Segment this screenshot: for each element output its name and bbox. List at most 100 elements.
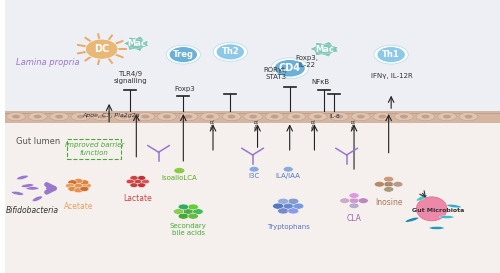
- Ellipse shape: [349, 203, 359, 209]
- Ellipse shape: [179, 112, 198, 121]
- Ellipse shape: [178, 213, 188, 219]
- Ellipse shape: [400, 115, 408, 118]
- Text: IFNγ, IL-12R: IFNγ, IL-12R: [372, 73, 413, 79]
- Ellipse shape: [174, 168, 185, 174]
- Ellipse shape: [374, 45, 408, 64]
- Ellipse shape: [374, 182, 384, 187]
- Ellipse shape: [114, 112, 133, 121]
- Text: NFκB: NFκB: [312, 79, 330, 85]
- Ellipse shape: [249, 115, 257, 118]
- Text: DC: DC: [94, 44, 110, 54]
- Text: Secondary
bile acids: Secondary bile acids: [170, 223, 206, 236]
- Ellipse shape: [249, 167, 259, 172]
- Text: Lamina propria: Lamina propria: [16, 58, 80, 67]
- Text: Inosine: Inosine: [375, 198, 402, 207]
- Ellipse shape: [184, 115, 192, 118]
- Ellipse shape: [74, 183, 83, 188]
- Ellipse shape: [278, 208, 288, 214]
- Ellipse shape: [308, 112, 327, 121]
- Ellipse shape: [288, 198, 298, 204]
- Ellipse shape: [6, 112, 26, 121]
- Ellipse shape: [192, 209, 203, 215]
- Ellipse shape: [357, 115, 365, 118]
- Text: Bifidobacteria: Bifidobacteria: [6, 206, 59, 215]
- Text: Foxp3: Foxp3: [174, 86, 195, 92]
- Ellipse shape: [188, 213, 198, 219]
- Ellipse shape: [55, 115, 63, 118]
- Ellipse shape: [384, 176, 394, 182]
- Ellipse shape: [200, 112, 220, 121]
- Text: IL-8: IL-8: [330, 114, 340, 119]
- Ellipse shape: [438, 112, 456, 121]
- Ellipse shape: [72, 112, 90, 121]
- FancyBboxPatch shape: [5, 121, 500, 273]
- Ellipse shape: [443, 115, 451, 118]
- Ellipse shape: [16, 175, 28, 180]
- Ellipse shape: [393, 182, 403, 187]
- Ellipse shape: [142, 115, 150, 118]
- Ellipse shape: [274, 60, 305, 77]
- Text: Th1: Th1: [382, 50, 400, 59]
- Ellipse shape: [378, 115, 386, 118]
- Ellipse shape: [406, 217, 418, 222]
- Ellipse shape: [142, 179, 150, 184]
- Ellipse shape: [439, 216, 454, 218]
- Ellipse shape: [416, 195, 428, 201]
- Text: Gut Microbiota: Gut Microbiota: [412, 208, 465, 213]
- Text: AhR: AhR: [352, 118, 356, 130]
- Text: CD4: CD4: [278, 63, 300, 73]
- Ellipse shape: [384, 182, 394, 187]
- Ellipse shape: [459, 112, 478, 121]
- Ellipse shape: [86, 39, 118, 59]
- Text: Acetate: Acetate: [64, 202, 93, 211]
- Ellipse shape: [12, 191, 24, 195]
- Ellipse shape: [134, 179, 142, 184]
- Ellipse shape: [222, 112, 241, 121]
- Ellipse shape: [32, 196, 42, 201]
- Ellipse shape: [130, 183, 138, 188]
- Text: Mac: Mac: [315, 45, 334, 54]
- FancyBboxPatch shape: [5, 0, 500, 121]
- Ellipse shape: [214, 42, 248, 61]
- Ellipse shape: [120, 115, 128, 118]
- Ellipse shape: [128, 39, 144, 49]
- FancyBboxPatch shape: [5, 111, 500, 123]
- Ellipse shape: [130, 176, 138, 180]
- Text: Improved barrier
function: Improved barrier function: [64, 142, 124, 156]
- Text: IsoalloLCA: IsoalloLCA: [162, 175, 197, 181]
- Text: CLA: CLA: [346, 214, 362, 223]
- Ellipse shape: [330, 112, 348, 121]
- Ellipse shape: [98, 115, 106, 118]
- Ellipse shape: [293, 203, 304, 209]
- Text: Lactate: Lactate: [124, 194, 152, 203]
- Ellipse shape: [163, 115, 171, 118]
- FancyBboxPatch shape: [5, 113, 500, 114]
- Ellipse shape: [278, 198, 288, 204]
- Ellipse shape: [77, 115, 84, 118]
- Ellipse shape: [74, 179, 83, 183]
- Polygon shape: [310, 41, 338, 57]
- Ellipse shape: [272, 203, 283, 209]
- Text: Treg: Treg: [173, 50, 194, 59]
- Ellipse shape: [464, 115, 472, 118]
- Ellipse shape: [429, 227, 444, 229]
- Text: I3C: I3C: [248, 173, 260, 179]
- Ellipse shape: [358, 198, 368, 203]
- Ellipse shape: [416, 197, 447, 221]
- Ellipse shape: [206, 115, 214, 118]
- Ellipse shape: [314, 115, 322, 118]
- Ellipse shape: [265, 112, 284, 121]
- Ellipse shape: [316, 44, 333, 54]
- Text: Mac: Mac: [127, 39, 146, 48]
- Ellipse shape: [283, 203, 294, 209]
- Ellipse shape: [158, 112, 176, 121]
- Text: Tryptophans: Tryptophans: [267, 224, 310, 230]
- Ellipse shape: [126, 179, 134, 184]
- Ellipse shape: [287, 112, 306, 121]
- Ellipse shape: [244, 112, 262, 121]
- Ellipse shape: [80, 186, 89, 191]
- Ellipse shape: [166, 45, 200, 64]
- Ellipse shape: [384, 187, 394, 192]
- Ellipse shape: [93, 112, 112, 121]
- Polygon shape: [123, 36, 149, 52]
